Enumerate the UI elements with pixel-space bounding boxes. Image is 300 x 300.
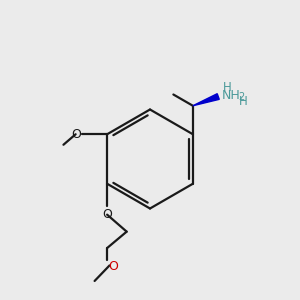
Text: O: O: [102, 208, 112, 221]
Text: H: H: [223, 81, 232, 94]
Text: O: O: [109, 260, 118, 273]
Polygon shape: [193, 94, 219, 106]
Text: H: H: [239, 95, 248, 108]
Text: 2: 2: [238, 92, 245, 102]
Text: NH: NH: [222, 88, 241, 101]
Text: O: O: [71, 128, 81, 141]
